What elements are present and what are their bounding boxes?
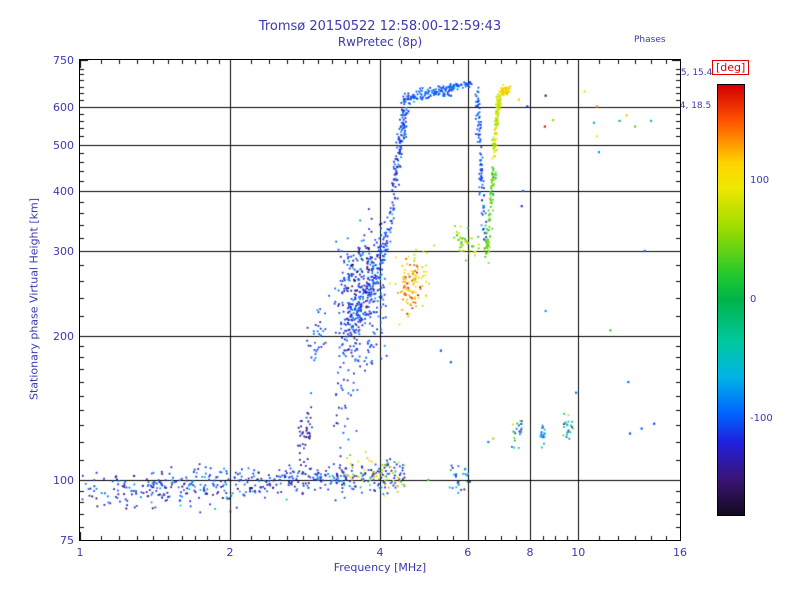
y-tick-label-75: 75 — [60, 534, 74, 547]
y-tick-label-300: 300 — [53, 245, 74, 258]
phase-stats-header: Phases — [634, 35, 666, 45]
plot-title: Tromsø 20150522 12:58:00-12:59:43 — [258, 19, 502, 34]
colorbar-tick-100: 100 — [750, 174, 770, 186]
scatter-canvas — [80, 60, 680, 540]
y-tick-label-100: 100 — [53, 474, 74, 488]
colorbar-tick--100: -100 — [750, 413, 773, 425]
y-tick-label-200: 200 — [53, 329, 74, 343]
colorbar-tick-0: 0 — [750, 294, 757, 305]
colorbar — [717, 84, 745, 516]
x-tick-label-8: 8 — [526, 546, 534, 559]
y-tick-label-600: 600 — [53, 100, 74, 114]
plot-subtitle: RwPretec (8p) — [337, 35, 423, 49]
y-tick-label-750: 750 — [53, 54, 74, 67]
y-tick-label-500: 500 — [53, 138, 74, 152]
x-tick-label-1: 1 — [76, 546, 84, 559]
plot-area — [79, 59, 681, 541]
x-tick-label-10: 10 — [571, 546, 586, 559]
x-tick-label-6: 6 — [464, 546, 472, 559]
colorbar-gradient-canvas — [718, 85, 744, 515]
x-tick-label-2: 2 — [226, 546, 234, 559]
x-tick-label-4: 4 — [376, 546, 384, 559]
colorbar-unit-label: [deg] — [712, 60, 750, 75]
y-axis-title: Stationary phase Virtual Height [km] — [27, 197, 41, 401]
x-tick-label-16: 16 — [673, 546, 687, 559]
x-axis-title: Frequency [MHz] — [333, 561, 427, 574]
y-tick-label-400: 400 — [53, 185, 74, 199]
